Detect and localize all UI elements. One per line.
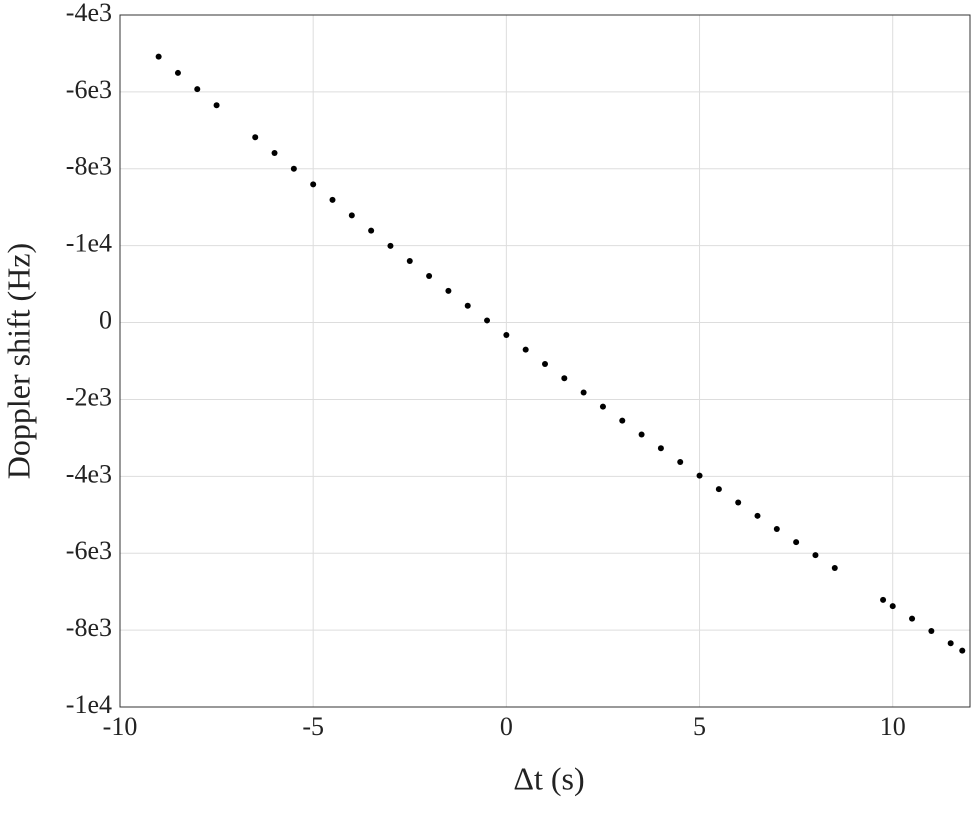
point [773,526,780,533]
point [174,69,181,76]
point [947,640,954,647]
point [696,472,703,479]
point [889,603,896,610]
point [928,627,935,634]
point [464,302,471,309]
y-tick-label: -1e4 [66,229,112,258]
point [909,615,916,622]
y-tick-label: -8e3 [66,613,112,642]
point [348,212,355,219]
point [831,565,838,572]
y-tick-label: 0 [99,306,112,335]
point [880,596,887,603]
x-tick-label: 10 [880,712,906,741]
point [542,360,548,367]
point [310,181,317,188]
x-tick-label: 0 [500,712,513,741]
point [812,552,819,559]
point [959,647,966,654]
point [503,332,510,339]
point [522,346,529,353]
point [657,445,664,452]
y-tick-label: -4e3 [66,459,112,488]
point [329,196,336,203]
y-tick-label: -8e3 [66,152,112,181]
point [194,86,201,93]
x-axis-label: Δt (s) [513,760,584,796]
point [580,389,587,396]
y-tick-label: -1e4 [66,690,112,719]
y-tick-label: -6e3 [66,75,112,104]
x-tick-label: -5 [302,712,324,741]
point [677,459,684,466]
point [599,403,606,410]
point [213,102,220,109]
y-tick-label: -6e3 [66,536,112,565]
point [735,499,742,506]
point [638,431,645,438]
point [406,257,413,264]
point [561,375,568,382]
point [290,165,297,172]
point [368,227,375,234]
point [754,512,761,519]
point [387,242,394,249]
x-tick-label: 5 [693,712,706,741]
point [252,134,259,141]
point [715,486,722,493]
point [484,317,491,324]
y-tick-label: -4e3 [66,0,112,27]
point [619,417,626,424]
plot-frame [119,14,971,708]
y-axis-label: Doppler shift (Hz) [0,243,36,479]
point [426,272,433,279]
point [793,539,800,546]
point [445,287,452,294]
point [271,150,278,157]
point [155,53,162,60]
x-tick-label: -10 [103,712,138,741]
y-tick-label: -2e3 [66,382,112,411]
